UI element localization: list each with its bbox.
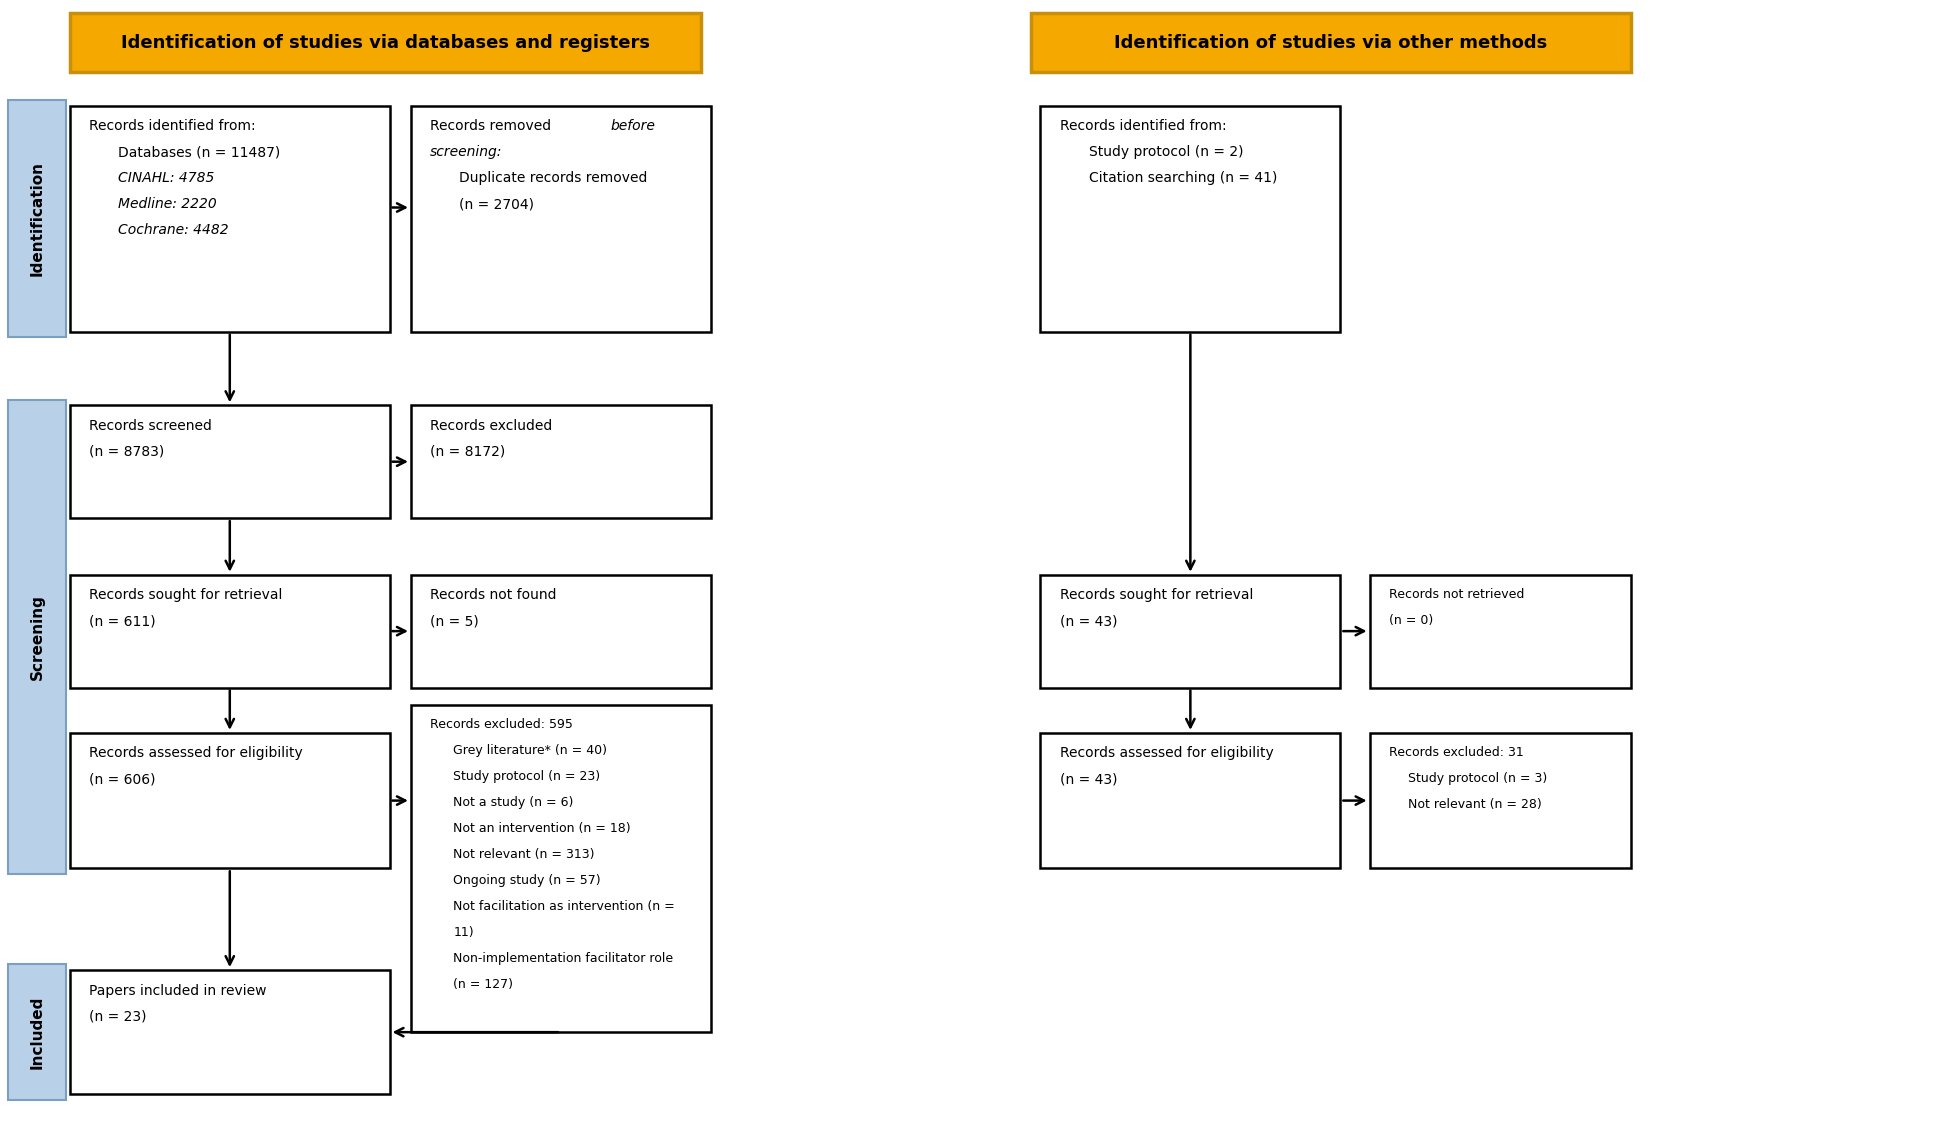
Text: Papers included in review: Papers included in review <box>89 983 266 998</box>
Text: Study protocol (n = 23): Study protocol (n = 23) <box>453 770 601 783</box>
Text: Records excluded: 31: Records excluded: 31 <box>1389 747 1523 759</box>
FancyBboxPatch shape <box>70 970 389 1095</box>
Text: Grey literature* (n = 40): Grey literature* (n = 40) <box>453 744 607 757</box>
Text: (n = 0): (n = 0) <box>1389 615 1433 627</box>
Text: (n = 5): (n = 5) <box>430 615 478 628</box>
Text: (n = 611): (n = 611) <box>89 615 156 628</box>
Text: (n = 2704): (n = 2704) <box>459 197 535 212</box>
Text: Records sought for retrieval: Records sought for retrieval <box>89 588 282 602</box>
FancyBboxPatch shape <box>1369 575 1632 687</box>
Text: (n = 23): (n = 23) <box>89 1009 148 1023</box>
Text: Not a study (n = 6): Not a study (n = 6) <box>453 797 574 809</box>
Text: Records assessed for eligibility: Records assessed for eligibility <box>89 747 303 760</box>
FancyBboxPatch shape <box>70 575 389 687</box>
FancyBboxPatch shape <box>8 100 66 338</box>
FancyBboxPatch shape <box>8 399 66 874</box>
FancyBboxPatch shape <box>1031 14 1632 72</box>
FancyBboxPatch shape <box>410 106 712 332</box>
Text: (n = 43): (n = 43) <box>1060 615 1116 628</box>
FancyBboxPatch shape <box>1041 575 1340 687</box>
FancyBboxPatch shape <box>8 964 66 1100</box>
FancyBboxPatch shape <box>1041 106 1340 332</box>
FancyBboxPatch shape <box>70 405 389 518</box>
Text: Not relevant (n = 313): Not relevant (n = 313) <box>453 848 595 861</box>
Text: Identification: Identification <box>29 162 45 277</box>
Text: Not an intervention (n = 18): Not an intervention (n = 18) <box>453 822 630 835</box>
FancyBboxPatch shape <box>70 106 389 332</box>
FancyBboxPatch shape <box>1041 733 1340 868</box>
Text: Non-implementation facilitator role: Non-implementation facilitator role <box>453 953 673 965</box>
Text: (n = 8172): (n = 8172) <box>430 445 506 459</box>
Text: Records sought for retrieval: Records sought for retrieval <box>1060 588 1253 602</box>
Text: (n = 8783): (n = 8783) <box>89 445 165 459</box>
Text: (n = 43): (n = 43) <box>1060 773 1116 786</box>
Text: Records screened: Records screened <box>89 419 212 432</box>
Text: Records excluded: 595: Records excluded: 595 <box>430 718 574 731</box>
FancyBboxPatch shape <box>1369 733 1632 868</box>
Text: Identification of studies via databases and registers: Identification of studies via databases … <box>121 34 650 51</box>
Text: Cochrane: 4482: Cochrane: 4482 <box>119 223 230 238</box>
FancyBboxPatch shape <box>410 575 712 687</box>
Text: Records not retrieved: Records not retrieved <box>1389 588 1525 601</box>
Text: 11): 11) <box>453 926 475 939</box>
Text: Screening: Screening <box>29 594 45 679</box>
Text: before: before <box>611 119 655 133</box>
FancyBboxPatch shape <box>410 405 712 518</box>
Text: Study protocol (n = 3): Study protocol (n = 3) <box>1408 773 1548 785</box>
Text: Duplicate records removed: Duplicate records removed <box>459 172 648 185</box>
Text: (n = 127): (n = 127) <box>453 978 513 991</box>
Text: Records excluded: Records excluded <box>430 419 552 432</box>
Text: Included: Included <box>29 996 45 1069</box>
FancyBboxPatch shape <box>70 733 389 868</box>
FancyBboxPatch shape <box>410 704 712 1032</box>
Text: Records removed: Records removed <box>430 119 556 133</box>
Text: Not relevant (n = 28): Not relevant (n = 28) <box>1408 799 1542 811</box>
Text: (n = 606): (n = 606) <box>89 773 156 786</box>
Text: Records assessed for eligibility: Records assessed for eligibility <box>1060 747 1274 760</box>
Text: CINAHL: 4785: CINAHL: 4785 <box>119 172 214 185</box>
Text: Medline: 2220: Medline: 2220 <box>119 197 218 212</box>
Text: screening:: screening: <box>430 146 502 159</box>
Text: Records identified from:: Records identified from: <box>89 119 257 133</box>
Text: Not facilitation as intervention (n =: Not facilitation as intervention (n = <box>453 900 675 913</box>
Text: Identification of studies via other methods: Identification of studies via other meth… <box>1114 34 1548 51</box>
Text: Records not found: Records not found <box>430 588 556 602</box>
Text: Study protocol (n = 2): Study protocol (n = 2) <box>1089 146 1243 159</box>
Text: Databases (n = 11487): Databases (n = 11487) <box>119 146 280 159</box>
FancyBboxPatch shape <box>70 14 702 72</box>
Text: Citation searching (n = 41): Citation searching (n = 41) <box>1089 172 1278 185</box>
Text: Ongoing study (n = 57): Ongoing study (n = 57) <box>453 874 601 887</box>
Text: Records identified from:: Records identified from: <box>1060 119 1225 133</box>
